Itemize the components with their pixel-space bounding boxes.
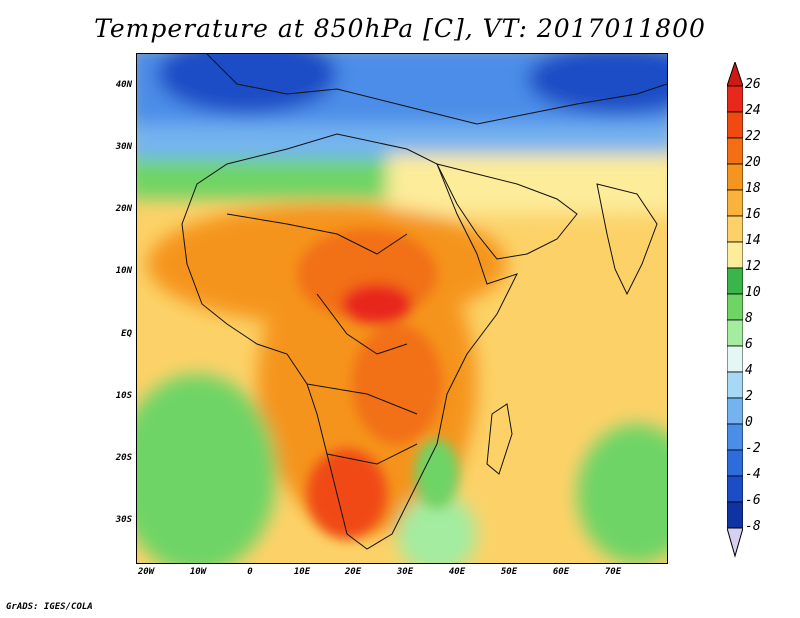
field-ocean-south-green [137, 374, 277, 563]
colorbar-label-m6: -6 [745, 493, 761, 508]
lat-label-30n: 30N [115, 142, 132, 152]
lon-label-20w: 20W [137, 567, 155, 577]
lat-label-20n: 20N [115, 204, 132, 214]
colorbar-box-m2-m4 [727, 449, 743, 477]
colorbar-label-18: 18 [745, 181, 761, 196]
lat-label-20s: 20S [115, 453, 132, 463]
colorbar-box-4-2 [727, 371, 743, 399]
border-4 [326, 443, 418, 465]
colorbar-label-4: 4 [745, 363, 753, 378]
lon-label-0: 0 [247, 567, 253, 577]
colorbar-over-arrow [727, 62, 743, 87]
border-1 [226, 213, 408, 255]
colorbar-label-14: 14 [745, 233, 761, 248]
lon-label-40e: 40E [448, 567, 466, 577]
field-green-band [137, 159, 427, 199]
colorbar-label-16: 16 [745, 207, 761, 222]
colorbar-box-16-14 [727, 215, 743, 243]
lon-label-50e: 50E [500, 567, 518, 577]
colorbar-box-0-m2 [727, 423, 743, 451]
lat-label-10s: 10S [115, 391, 132, 401]
colorbar-label-m4: -4 [745, 467, 761, 482]
colorbar-box-24-22 [727, 111, 743, 139]
temperature-map [136, 53, 668, 564]
colorbar-label-22: 22 [745, 129, 761, 144]
colorbar-box-m4-m6 [727, 475, 743, 503]
lon-label-10w: 10W [189, 567, 207, 577]
colorbar-label-2: 2 [745, 389, 753, 404]
colorbar-box-20-18 [727, 163, 743, 191]
border-3 [306, 383, 418, 415]
colorbar-label-10: 10 [745, 285, 761, 300]
colorbar-box-m6-m8 [727, 501, 743, 529]
colorbar-box-14-12 [727, 241, 743, 269]
colorbar-box-22-20 [727, 137, 743, 165]
lon-label-30e: 30E [396, 567, 414, 577]
colorbar-box-12-10 [727, 267, 743, 295]
colorbar-label-26: 26 [745, 77, 761, 92]
field-arabian-sea [527, 234, 667, 314]
field-mozambique-blue [397, 494, 477, 563]
colorbar-label-0: 0 [745, 415, 753, 430]
lat-label-30s: 30S [115, 515, 132, 525]
border-2 [316, 293, 408, 355]
colorbar-label-6: 6 [745, 337, 753, 352]
field-north-deep [157, 54, 337, 114]
colorbar-box-2-0 [727, 397, 743, 425]
lon-label-10e: 10E [293, 567, 311, 577]
field-cool-east [415, 439, 459, 509]
lat-label-40n: 40N [115, 80, 132, 90]
colorbar-label-12: 12 [745, 259, 761, 274]
lat-label-eq: EQ [121, 329, 132, 339]
colorbar-label-20: 20 [745, 155, 761, 170]
grads-credit: GrADS: IGES/COLA [6, 602, 93, 612]
lon-label-20e: 20E [344, 567, 362, 577]
field-hot-core-2 [352, 324, 442, 444]
colorbar-label-m2: -2 [745, 441, 761, 456]
arabia-coastline [436, 163, 578, 260]
map-title: Temperature at 850hPa [C], VT: 201701180… [94, 14, 706, 43]
field-indian-ocean-green [577, 424, 667, 563]
colorbar [727, 62, 743, 558]
field-hot-center [342, 284, 412, 324]
colorbar-label-24: 24 [745, 103, 761, 118]
field-paleyellow [387, 154, 667, 214]
field-north-deep-2 [527, 54, 667, 114]
lon-label-70e: 70E [604, 567, 622, 577]
field-hot-south [307, 449, 387, 539]
map-canvas [137, 54, 667, 563]
colorbar-label-8: 8 [745, 311, 753, 326]
colorbar-box-10-8 [727, 293, 743, 321]
colorbar-label-m8: -8 [745, 519, 761, 534]
colorbar-under-arrow [727, 527, 743, 558]
colorbar-box-26-24 [727, 85, 743, 113]
africa-coastline [181, 133, 518, 550]
europe-coastline [206, 54, 667, 125]
colorbar-box-8-6 [727, 319, 743, 347]
madagascar-coastline [486, 403, 513, 475]
colorbar-box-18-16 [727, 189, 743, 217]
india-coastline [596, 183, 658, 296]
lon-label-60e: 60E [552, 567, 570, 577]
lat-label-10n: 10N [115, 266, 132, 276]
colorbar-box-6-4 [727, 345, 743, 373]
